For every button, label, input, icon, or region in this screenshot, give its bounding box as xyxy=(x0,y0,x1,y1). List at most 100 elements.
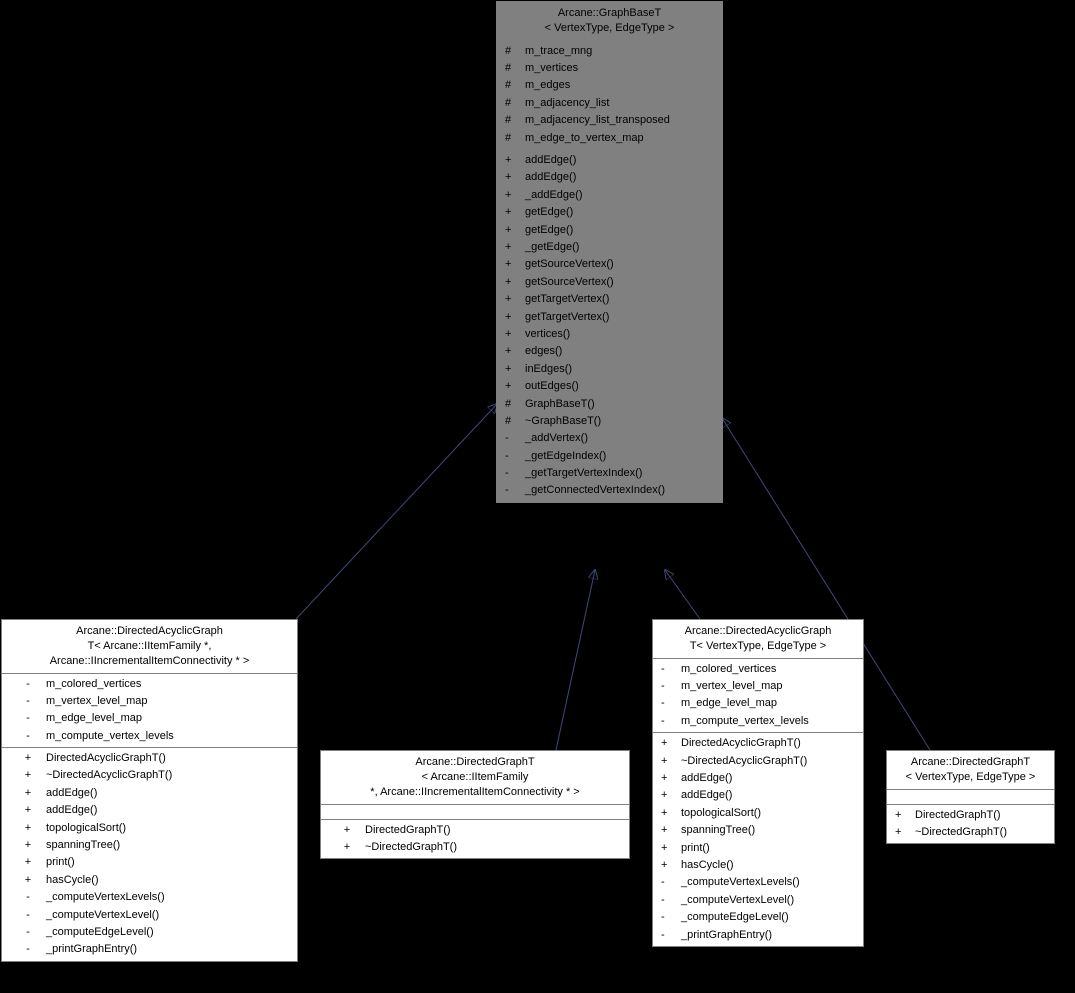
visibility: - xyxy=(661,714,681,729)
member-row: +~DirectedGraphT() xyxy=(321,839,629,856)
visibility: + xyxy=(505,292,525,307)
member-name: inEdges() xyxy=(525,362,714,377)
member-name: m_edge_level_map xyxy=(681,696,855,711)
visibility: + xyxy=(505,327,525,342)
member-name: outEdges() xyxy=(525,379,714,394)
class-title: Arcane::DirectedGraphT < Arcane::IItemFa… xyxy=(321,751,629,805)
member-row: +DirectedGraphT() xyxy=(887,807,1054,824)
member-row: -_computeVertexLevels() xyxy=(2,889,297,906)
visibility: - xyxy=(505,483,525,498)
visibility: - xyxy=(661,875,681,890)
member-row: +addEdge() xyxy=(2,785,297,802)
member-name: getSourceVertex() xyxy=(525,275,714,290)
class-section: -m_colored_vertices-m_vertex_level_map-m… xyxy=(2,674,297,749)
member-row: -_getEdgeIndex() xyxy=(497,448,722,465)
visibility: + xyxy=(505,188,525,203)
class-dgT[interactable]: Arcane::DirectedGraphT < VertexType, Edg… xyxy=(886,750,1055,844)
member-name: getEdge() xyxy=(525,205,714,220)
visibility: + xyxy=(505,170,525,185)
visibility: - xyxy=(661,662,681,677)
visibility: + xyxy=(661,754,681,769)
member-row: -m_edge_level_map xyxy=(653,695,863,712)
visibility: + xyxy=(661,806,681,821)
class-dagInst[interactable]: Arcane::DirectedAcyclicGraph T< Arcane::… xyxy=(1,619,298,962)
member-row: #m_edges xyxy=(497,77,722,94)
member-row: +addEdge() xyxy=(653,770,863,787)
member-name: addEdge() xyxy=(681,788,855,803)
member-name: spanningTree() xyxy=(46,838,289,853)
class-section xyxy=(887,790,1054,805)
class-base[interactable]: Arcane::GraphBaseT < VertexType, EdgeTyp… xyxy=(496,1,723,503)
visibility: - xyxy=(661,928,681,943)
inheritance-edge xyxy=(556,570,595,750)
member-row: +~DirectedGraphT() xyxy=(887,824,1054,841)
member-row: #m_adjacency_list_transposed xyxy=(497,112,722,129)
member-row: -_computeVertexLevels() xyxy=(653,874,863,891)
visibility: - xyxy=(505,466,525,481)
member-row: #m_edge_to_vertex_map xyxy=(497,130,722,147)
visibility: + xyxy=(505,257,525,272)
member-name: ~DirectedAcyclicGraphT() xyxy=(681,754,855,769)
member-row: +getSourceVertex() xyxy=(497,256,722,273)
member-name: print() xyxy=(681,841,855,856)
member-row: +print() xyxy=(2,854,297,871)
member-row: +getTargetVertex() xyxy=(497,309,722,326)
member-name: m_colored_vertices xyxy=(46,677,289,692)
member-name: _computeVertexLevels() xyxy=(46,890,289,905)
member-name: _getConnectedVertexIndex() xyxy=(525,483,714,498)
member-row: +addEdge() xyxy=(2,802,297,819)
visibility: + xyxy=(10,838,46,853)
visibility: # xyxy=(505,44,525,59)
visibility: + xyxy=(505,362,525,377)
member-row: -m_vertex_level_map xyxy=(2,693,297,710)
member-name: print() xyxy=(46,855,289,870)
member-name: DirectedAcyclicGraphT() xyxy=(681,736,855,751)
member-name: _printGraphEntry() xyxy=(46,942,289,957)
member-name: addEdge() xyxy=(681,771,855,786)
member-row: +DirectedGraphT() xyxy=(321,822,629,839)
member-row: +getEdge() xyxy=(497,204,722,221)
visibility: - xyxy=(505,449,525,464)
member-row: -m_compute_vertex_levels xyxy=(653,713,863,730)
visibility: + xyxy=(505,275,525,290)
member-name: m_edge_level_map xyxy=(46,711,289,726)
member-row: -_computeEdgeLevel() xyxy=(2,924,297,941)
member-row: -_computeEdgeLevel() xyxy=(653,909,863,926)
member-name: m_adjacency_list xyxy=(525,96,714,111)
member-row: +topologicalSort() xyxy=(2,820,297,837)
visibility: - xyxy=(10,942,46,957)
member-row: #m_vertices xyxy=(497,60,722,77)
member-name: spanningTree() xyxy=(681,823,855,838)
member-row: #GraphBaseT() xyxy=(497,396,722,413)
member-row: +addEdge() xyxy=(653,787,863,804)
member-name: _getEdgeIndex() xyxy=(525,449,714,464)
member-name: m_compute_vertex_levels xyxy=(681,714,855,729)
visibility: + xyxy=(661,823,681,838)
member-row: +DirectedAcyclicGraphT() xyxy=(2,750,297,767)
visibility: - xyxy=(10,694,46,709)
member-name: m_colored_vertices xyxy=(681,662,855,677)
visibility: - xyxy=(661,696,681,711)
visibility: # xyxy=(505,397,525,412)
visibility: + xyxy=(10,803,46,818)
class-dgInst[interactable]: Arcane::DirectedGraphT < Arcane::IItemFa… xyxy=(320,750,630,859)
member-row: +hasCycle() xyxy=(2,872,297,889)
member-name: _getTargetVertexIndex() xyxy=(525,466,714,481)
visibility: - xyxy=(661,679,681,694)
member-row: +topologicalSort() xyxy=(653,805,863,822)
member-row: +getSourceVertex() xyxy=(497,274,722,291)
visibility: # xyxy=(505,78,525,93)
visibility: - xyxy=(10,729,46,744)
member-row: -m_edge_level_map xyxy=(2,710,297,727)
visibility: - xyxy=(661,910,681,925)
class-title: Arcane::DirectedAcyclicGraph T< VertexTy… xyxy=(653,620,863,659)
member-row: +_getEdge() xyxy=(497,239,722,256)
member-name: ~DirectedGraphT() xyxy=(915,825,1046,840)
class-dagT[interactable]: Arcane::DirectedAcyclicGraph T< VertexTy… xyxy=(652,619,864,947)
class-section: +DirectedAcyclicGraphT()+~DirectedAcycli… xyxy=(653,733,863,946)
member-name: m_adjacency_list_transposed xyxy=(525,113,714,128)
member-row: +edges() xyxy=(497,343,722,360)
member-row: -_getConnectedVertexIndex() xyxy=(497,482,722,499)
visibility: + xyxy=(505,240,525,255)
member-row: -_computeVertexLevel() xyxy=(2,907,297,924)
